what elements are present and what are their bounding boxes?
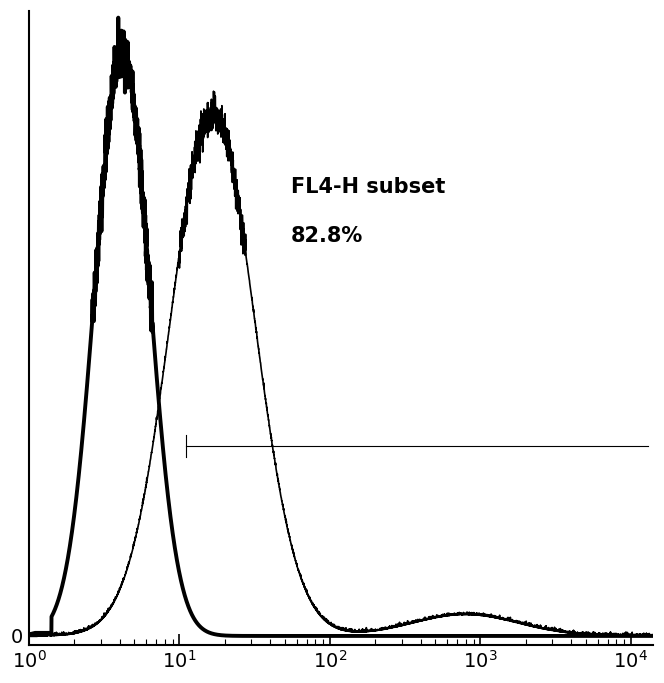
Text: 82.8%: 82.8% — [291, 225, 363, 245]
Text: FL4-H subset: FL4-H subset — [291, 176, 445, 197]
